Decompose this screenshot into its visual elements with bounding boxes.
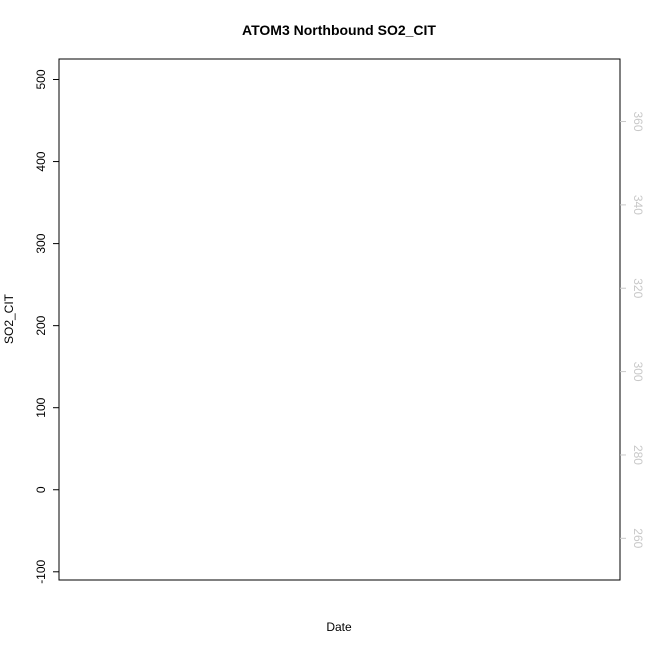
- y-axis-right: 260 280 300 320 340 360: [620, 112, 645, 549]
- y2-tick-label: 280: [631, 445, 645, 465]
- y2-tick-label: 300: [631, 362, 645, 382]
- chart-title: ATOM3 Northbound SO2_CIT: [242, 22, 436, 38]
- y-tick-label: 300: [34, 233, 48, 253]
- y2-tick-label: 360: [631, 112, 645, 132]
- y-tick-label: 500: [34, 69, 48, 89]
- y-tick-label: 200: [34, 315, 48, 335]
- plot-area: [58, 58, 621, 581]
- y-tick-label: 0: [34, 486, 48, 493]
- y-axis-left: -100 0 100 200 300 400 500: [34, 69, 59, 584]
- y2-tick-label: 320: [631, 278, 645, 298]
- y-axis-label: SO2_CIT: [2, 293, 16, 344]
- y2-tick-label: 260: [631, 528, 645, 548]
- x-axis-label: Date: [326, 620, 352, 634]
- plot-frame: [58, 58, 621, 581]
- y-tick-label: -100: [34, 559, 48, 583]
- y-tick-label: 100: [34, 397, 48, 417]
- y-tick-label: 400: [34, 151, 48, 171]
- y2-tick-label: 340: [631, 195, 645, 215]
